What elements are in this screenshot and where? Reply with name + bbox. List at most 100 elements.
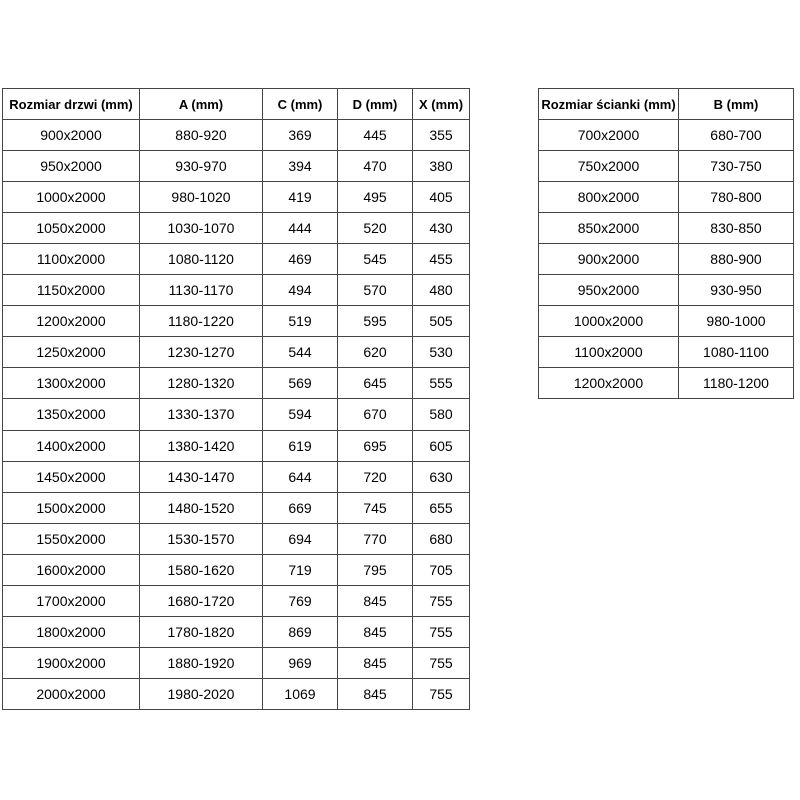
table-cell: 880-920 — [139, 119, 263, 152]
table-cell: 1180-1200 — [678, 367, 794, 400]
table-cell: 619 — [262, 429, 338, 462]
table-cell: 800x2000 — [538, 181, 679, 214]
table-row: 1150x2000 1130-1170 494 570 480 — [2, 274, 470, 307]
table-cell: 1150x2000 — [2, 274, 140, 307]
table-cell: 845 — [337, 646, 413, 679]
table-row: 1350x2000 1330-1370 594 670 580 — [2, 398, 470, 431]
table-cell: 670 — [337, 398, 413, 431]
wall-table-body: 700x2000 680-700 750x2000 730-750 800x2000 78… — [538, 119, 794, 400]
table-cell: 930-950 — [678, 274, 794, 307]
table-cell: 380 — [412, 150, 470, 183]
table-cell: 595 — [337, 305, 413, 338]
table-cell: 630 — [412, 460, 470, 493]
table-cell: 1100x2000 — [2, 243, 140, 276]
table-cell: 1350x2000 — [2, 398, 140, 431]
table-cell: 830-850 — [678, 212, 794, 245]
table-cell: 505 — [412, 305, 470, 338]
table-row: 900x2000 880-920 369 445 355 — [2, 119, 470, 152]
table-cell: 1050x2000 — [2, 212, 140, 245]
table-cell: 1200x2000 — [538, 367, 679, 400]
table-cell: 519 — [262, 305, 338, 338]
table-cell: 394 — [262, 150, 338, 183]
table-cell: 780-800 — [678, 181, 794, 214]
table-cell: 845 — [337, 584, 413, 617]
table-cell: 845 — [337, 677, 413, 710]
table-cell: 850x2000 — [538, 212, 679, 245]
header-row: Rozmiar drzwi (mm) A (mm) C (mm) D (mm) X (m… — [2, 87, 470, 121]
table-cell: 545 — [337, 243, 413, 276]
table-cell: 769 — [262, 584, 338, 617]
table-cell: 1250x2000 — [2, 336, 140, 369]
table-row: 1200x2000 1180-1220 519 595 505 — [2, 305, 470, 338]
table-cell: 1400x2000 — [2, 429, 140, 462]
table-cell: 795 — [337, 553, 413, 586]
table-cell: 1600x2000 — [2, 553, 140, 586]
table-row: 1000x2000 980-1000 — [538, 305, 794, 338]
table-cell: 705 — [412, 553, 470, 586]
table-cell: 1080-1100 — [678, 336, 794, 369]
table-cell: 444 — [262, 212, 338, 245]
table-cell: 900x2000 — [538, 243, 679, 276]
table-cell: 980-1020 — [139, 181, 263, 214]
table-cell: 570 — [337, 274, 413, 307]
table-cell: 1500x2000 — [2, 491, 140, 524]
column-header: B (mm) — [678, 87, 794, 121]
table-cell: 680-700 — [678, 119, 794, 152]
table-cell: 770 — [337, 522, 413, 555]
table-row: 750x2000 730-750 — [538, 150, 794, 183]
column-header: Rozmiar drzwi (mm) — [2, 87, 140, 121]
wall-size-table: Rozmiar ścianki (mm) B (mm) 700x2000 680-7… — [538, 87, 794, 400]
table-row: 1550x2000 1530-1570 694 770 680 — [2, 522, 470, 555]
table-cell: 1480-1520 — [139, 491, 263, 524]
table-cell: 594 — [262, 398, 338, 431]
table-cell: 694 — [262, 522, 338, 555]
table-row: 700x2000 680-700 — [538, 119, 794, 152]
column-header: Rozmiar ścianki (mm) — [538, 87, 679, 121]
table-cell: 1380-1420 — [139, 429, 263, 462]
table-row: 950x2000 930-970 394 470 380 — [2, 150, 470, 183]
table-row: 1100x2000 1080-1120 469 545 455 — [2, 243, 470, 276]
table-cell: 1800x2000 — [2, 615, 140, 648]
header-row: Rozmiar ścianki (mm) B (mm) — [538, 87, 794, 121]
table-cell: 1450x2000 — [2, 460, 140, 493]
table-cell: 720 — [337, 460, 413, 493]
table-cell: 555 — [412, 367, 470, 400]
table-row: 2000x2000 1980-2020 1069 845 755 — [2, 677, 470, 710]
table-cell: 755 — [412, 615, 470, 648]
door-table-header: Rozmiar drzwi (mm) A (mm) C (mm) D (mm) X (m… — [2, 87, 470, 121]
table-cell: 470 — [337, 150, 413, 183]
table-cell: 1530-1570 — [139, 522, 263, 555]
table-cell: 930-970 — [139, 150, 263, 183]
table-cell: 1069 — [262, 677, 338, 710]
table-cell: 569 — [262, 367, 338, 400]
door-table-body: 900x2000 880-920 369 445 355 950x2000 930-970 3… — [2, 119, 470, 710]
column-header: A (mm) — [139, 87, 263, 121]
column-header: X (mm) — [412, 87, 470, 121]
door-size-table: Rozmiar drzwi (mm) A (mm) C (mm) D (mm) X (m… — [2, 87, 470, 710]
table-cell: 544 — [262, 336, 338, 369]
table-cell: 745 — [337, 491, 413, 524]
table-cell: 620 — [337, 336, 413, 369]
table-cell: 1200x2000 — [2, 305, 140, 338]
table-cell: 530 — [412, 336, 470, 369]
table-row: 1250x2000 1230-1270 544 620 530 — [2, 336, 470, 369]
table-cell: 494 — [262, 274, 338, 307]
table-cell: 695 — [337, 429, 413, 462]
table-cell: 1300x2000 — [2, 367, 140, 400]
table-cell: 845 — [337, 615, 413, 648]
table-cell: 1000x2000 — [2, 181, 140, 214]
table-cell: 2000x2000 — [2, 677, 140, 710]
table-cell: 1330-1370 — [139, 398, 263, 431]
table-cell: 980-1000 — [678, 305, 794, 338]
table-row: 1200x2000 1180-1200 — [538, 367, 794, 400]
table-cell: 1430-1470 — [139, 460, 263, 493]
table-row: 1700x2000 1680-1720 769 845 755 — [2, 584, 470, 617]
table-row: 1300x2000 1280-1320 569 645 555 — [2, 367, 470, 400]
table-cell: 900x2000 — [2, 119, 140, 152]
table-cell: 644 — [262, 460, 338, 493]
table-cell: 719 — [262, 553, 338, 586]
table-cell: 455 — [412, 243, 470, 276]
table-cell: 969 — [262, 646, 338, 679]
table-cell: 645 — [337, 367, 413, 400]
table-cell: 1030-1070 — [139, 212, 263, 245]
